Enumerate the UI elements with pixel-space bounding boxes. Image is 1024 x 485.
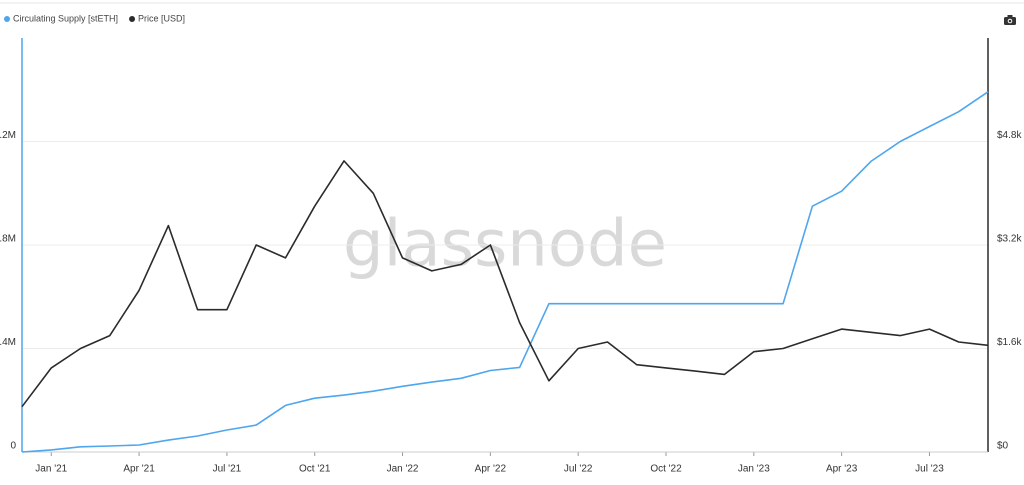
x-tick-label: Jul '22 xyxy=(564,464,593,475)
x-tick-label: Jan '23 xyxy=(738,464,770,475)
camera-icon[interactable] xyxy=(1004,15,1016,25)
x-tick-label: Apr '21 xyxy=(123,464,155,475)
x-tick-label: Apr '23 xyxy=(826,464,858,475)
x-tick-label: Jul '23 xyxy=(915,464,944,475)
x-tick-label: Jul '21 xyxy=(213,464,242,475)
x-tick-label: Jan '22 xyxy=(387,464,419,475)
y2-tick-label: $3.2k xyxy=(997,234,1022,245)
y-tick-label: 0.8M xyxy=(0,234,16,245)
y2-tick-label: $0 xyxy=(997,441,1009,452)
y2-tick-label: $1.6k xyxy=(997,337,1022,348)
legend-label: Price [USD] xyxy=(138,13,185,23)
x-tick-label: Oct '22 xyxy=(650,464,682,475)
y-tick-label: 1.2M xyxy=(0,130,16,141)
series-line xyxy=(21,160,989,408)
y-tick-label: 0.4M xyxy=(0,337,16,348)
y2-tick-label: $4.8k xyxy=(997,130,1022,141)
legend-marker xyxy=(4,16,10,22)
x-tick-label: Jan '21 xyxy=(35,464,67,475)
x-tick-label: Oct '21 xyxy=(299,464,331,475)
x-tick-label: Apr '22 xyxy=(475,464,507,475)
legend-marker xyxy=(129,16,136,22)
legend-label: Circulating Supply [stETH] xyxy=(13,13,118,23)
series-line xyxy=(21,91,989,453)
y-tick-label: 0 xyxy=(10,441,16,452)
